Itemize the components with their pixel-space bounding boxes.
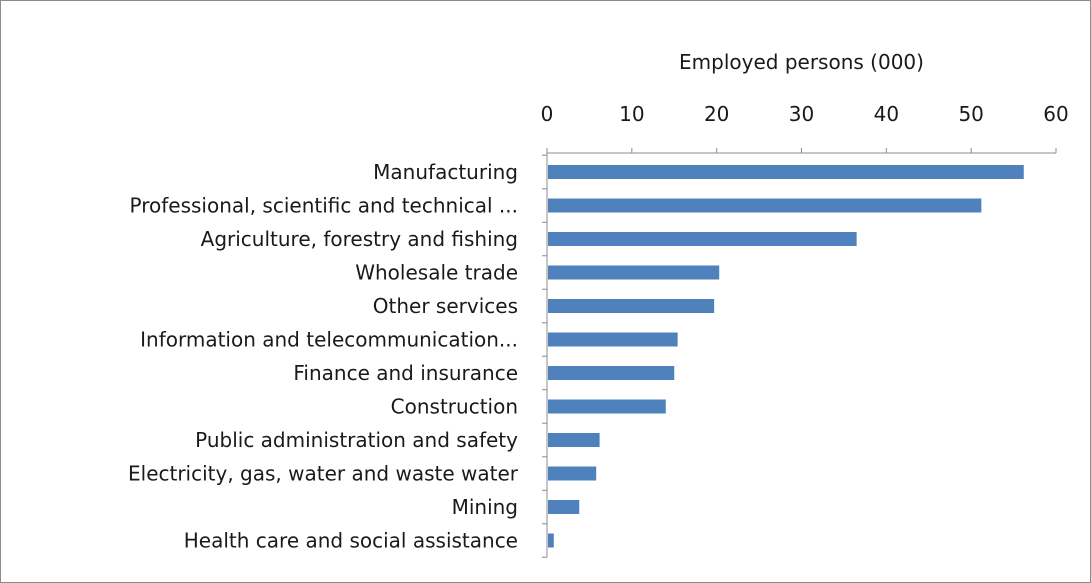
category-label: Manufacturing	[373, 160, 518, 184]
x-tick-label: 30	[789, 102, 814, 126]
bar	[548, 466, 597, 481]
x-tick-label: 40	[874, 102, 899, 126]
x-tick-label: 20	[704, 102, 729, 126]
category-label: Other services	[373, 294, 518, 318]
category-label: Health care and social assistance	[184, 529, 518, 553]
category-label: Public administration and safety	[195, 428, 518, 452]
category-label: Information and telecommunication...	[140, 328, 518, 352]
bar	[548, 198, 982, 213]
y-axis-category-ticks	[542, 154, 547, 558]
category-label: Construction	[391, 395, 518, 419]
x-axis-title: Employed persons (000)	[679, 50, 924, 74]
bars	[548, 165, 1024, 548]
bar	[548, 366, 675, 380]
x-tick-label: 50	[958, 102, 983, 126]
bar	[548, 500, 580, 514]
bar	[548, 332, 678, 347]
category-label: Agriculture, forestry and fishing	[201, 227, 518, 251]
category-label: Mining	[452, 495, 518, 519]
category-label: Finance and insurance	[293, 361, 518, 385]
bar	[548, 533, 554, 548]
x-axis-ticks: 0 10 20 30 40 50 60	[541, 102, 1069, 153]
bar	[548, 399, 666, 414]
bar	[548, 165, 1024, 179]
bar	[548, 433, 600, 447]
bar	[548, 299, 715, 313]
category-label: Professional, scientific and technical .…	[130, 194, 519, 218]
bar	[548, 265, 720, 280]
x-tick-label: 60	[1043, 102, 1068, 126]
category-labels: Manufacturing Professional, scientific an…	[128, 160, 519, 553]
category-label: Wholesale trade	[355, 261, 518, 285]
x-tick-label: 10	[619, 102, 644, 126]
bar	[548, 232, 857, 246]
x-tick-label: 0	[541, 102, 554, 126]
category-label: Electricity, gas, water and waste water	[128, 462, 519, 486]
